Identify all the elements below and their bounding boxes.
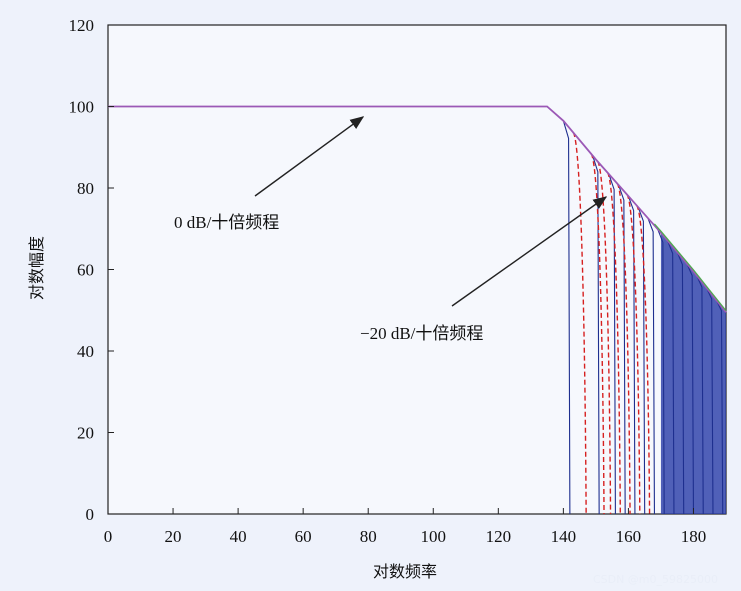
red-dashed-filter-curve-0 — [572, 131, 587, 515]
plot-area — [107, 24, 727, 515]
x-axis-title: 对数频率 — [373, 562, 437, 581]
x-tick-label-120: 120 — [486, 527, 512, 546]
annotation-20db: −20 dB/十倍频程 — [360, 324, 483, 343]
blue-filter-curve-12 — [705, 287, 714, 515]
red-dashed-filter-curve-6 — [635, 204, 651, 515]
y-tick-label-100: 100 — [69, 98, 95, 117]
blue-filter-curve-8 — [666, 240, 675, 515]
x-tick-label-100: 100 — [421, 527, 447, 546]
y-tick-label-120: 120 — [69, 16, 95, 35]
blue-filter-curve-4 — [627, 195, 636, 515]
axis-ticks: 0 20 40 60 80 100 120 140 160 180 0 20 40 60 80 100 120 — [69, 16, 707, 546]
blue-filter-curve-5 — [637, 206, 646, 515]
x-tick-label-80: 80 — [360, 527, 377, 546]
annotation-0db-arrow — [254, 116, 365, 197]
y-tick-label-20: 20 — [77, 424, 94, 443]
watermark: CSDN @m0_59825000 — [593, 573, 718, 586]
blue-filter-curve-3 — [618, 184, 626, 515]
blue-filter-curve-9 — [676, 251, 685, 515]
y-tick-label-0: 0 — [86, 505, 95, 524]
red-dashed-filter-curve-5 — [626, 193, 641, 515]
x-tick-label-0: 0 — [104, 527, 113, 546]
x-tick-label-60: 60 — [295, 527, 312, 546]
red-dashed-filter-curve-1 — [590, 153, 605, 515]
annotation-20db-arrow — [451, 196, 608, 307]
red-dashed-filter-curve-2 — [596, 160, 612, 515]
dense-filter-region — [660, 232, 726, 514]
x-tick-label-180: 180 — [681, 527, 707, 546]
blue-filter-curve-2 — [608, 173, 616, 515]
y-tick-label-80: 80 — [77, 179, 94, 198]
y-tick-label-40: 40 — [77, 342, 94, 361]
blue-filter-curve-7 — [657, 228, 665, 515]
x-tick-label-40: 40 — [230, 527, 247, 546]
data-marks — [108, 105, 727, 515]
envelope-line — [108, 105, 727, 313]
x-tick-label-160: 160 — [616, 527, 642, 546]
blue-filter-curve-1 — [592, 155, 600, 515]
red-dashed-filter-curve-3 — [606, 171, 621, 515]
red-dashed-filter-curve-4 — [616, 182, 631, 515]
y-axis-title: 对数幅度 — [27, 236, 46, 300]
tail-accent-line — [653, 223, 727, 312]
x-tick-label-20: 20 — [165, 527, 182, 546]
blue-filter-curve-10 — [686, 263, 695, 515]
blue-filter-curve-6 — [647, 217, 655, 515]
blue-filter-curve-0 — [562, 120, 571, 515]
annotation-0db: 0 dB/十倍频程 — [174, 213, 279, 232]
blue-filter-curve-11 — [696, 275, 704, 515]
x-tick-label-140: 140 — [551, 527, 577, 546]
y-tick-label-60: 60 — [77, 261, 94, 280]
